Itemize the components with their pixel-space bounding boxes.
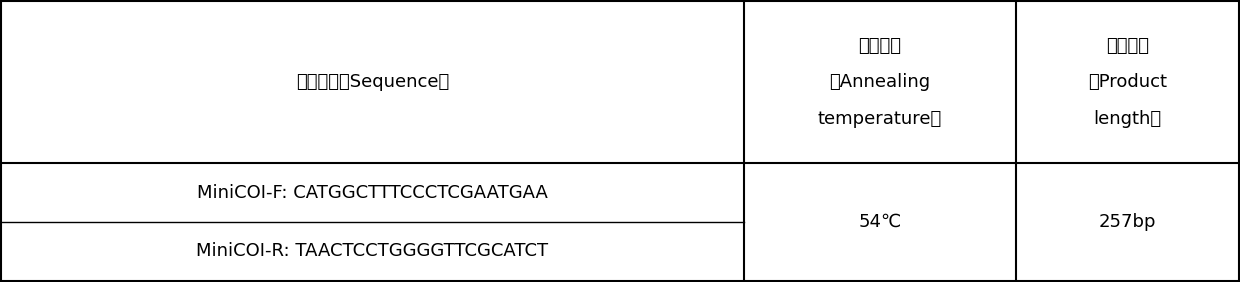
Text: （Annealing: （Annealing <box>830 73 930 91</box>
Text: 引物序列（Sequence）: 引物序列（Sequence） <box>296 73 449 91</box>
Text: （Product: （Product <box>1087 73 1167 91</box>
Text: MiniCOI-F: CATGGCTTTCCCTCGAATGAA: MiniCOI-F: CATGGCTTTCCCTCGAATGAA <box>197 184 548 202</box>
Text: length）: length） <box>1094 110 1162 128</box>
Text: MiniCOI-R: TAACTCCTGGGGTTCGCATCT: MiniCOI-R: TAACTCCTGGGGTTCGCATCT <box>196 242 548 260</box>
Text: 退火温度: 退火温度 <box>858 37 901 55</box>
Text: 257bp: 257bp <box>1099 213 1156 231</box>
Text: 产物长度: 产物长度 <box>1106 37 1148 55</box>
Text: 54℃: 54℃ <box>858 213 901 231</box>
Text: temperature）: temperature） <box>817 110 942 128</box>
